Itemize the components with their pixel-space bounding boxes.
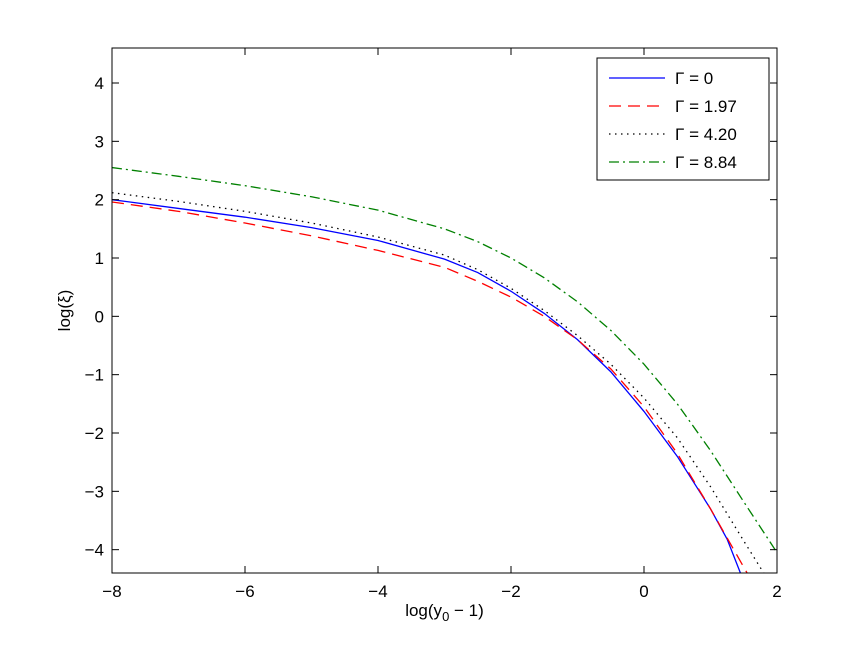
x-tick-label: 0 xyxy=(639,582,648,601)
x-tick-label: −6 xyxy=(235,582,254,601)
x-axis-label-subscript: 0 xyxy=(442,609,449,624)
legend-entry-2: Γ = 4.20 xyxy=(675,125,737,144)
y-tick-label: 2 xyxy=(95,191,104,210)
y-tick-label: 3 xyxy=(95,132,104,151)
x-tick-label: −4 xyxy=(368,582,387,601)
y-tick-label: 4 xyxy=(95,74,104,93)
series-line-2 xyxy=(112,192,765,573)
y-tick-label: −1 xyxy=(85,366,104,385)
series-line-0 xyxy=(112,199,742,573)
axes-box xyxy=(111,47,778,574)
series-group xyxy=(112,166,777,573)
ticks: −8 −6 −4 −2 0 2 −4 −3 −2 −1 0 1 2 3 4 xyxy=(85,48,782,601)
x-tick-label: 2 xyxy=(772,582,781,601)
x-axis-label: log(y0 − 1) xyxy=(405,601,484,624)
y-tick-label: 1 xyxy=(95,249,104,268)
plot-area xyxy=(111,47,778,574)
series-line-1 xyxy=(112,201,748,573)
y-tick-label: −2 xyxy=(85,424,104,443)
legend: Γ = 0 Γ = 1.97 Γ = 4.20 Γ = 8.84 xyxy=(596,57,770,181)
x-tick-label: −8 xyxy=(102,582,121,601)
y-axis-label: log(ξ) xyxy=(55,290,74,332)
y-tick-label: 0 xyxy=(95,307,104,326)
x-axis-label-main: log(y xyxy=(405,601,442,620)
legend-entry-0: Γ = 0 xyxy=(675,69,713,88)
legend-entry-1: Γ = 1.97 xyxy=(675,97,737,116)
legend-entry-3: Γ = 8.84 xyxy=(675,153,737,172)
series-line-3 xyxy=(112,166,777,553)
y-tick-label: −3 xyxy=(85,482,104,501)
y-tick-label: −4 xyxy=(85,541,104,560)
x-tick-label: −2 xyxy=(501,582,520,601)
x-axis-label-tail: − 1) xyxy=(449,601,484,620)
